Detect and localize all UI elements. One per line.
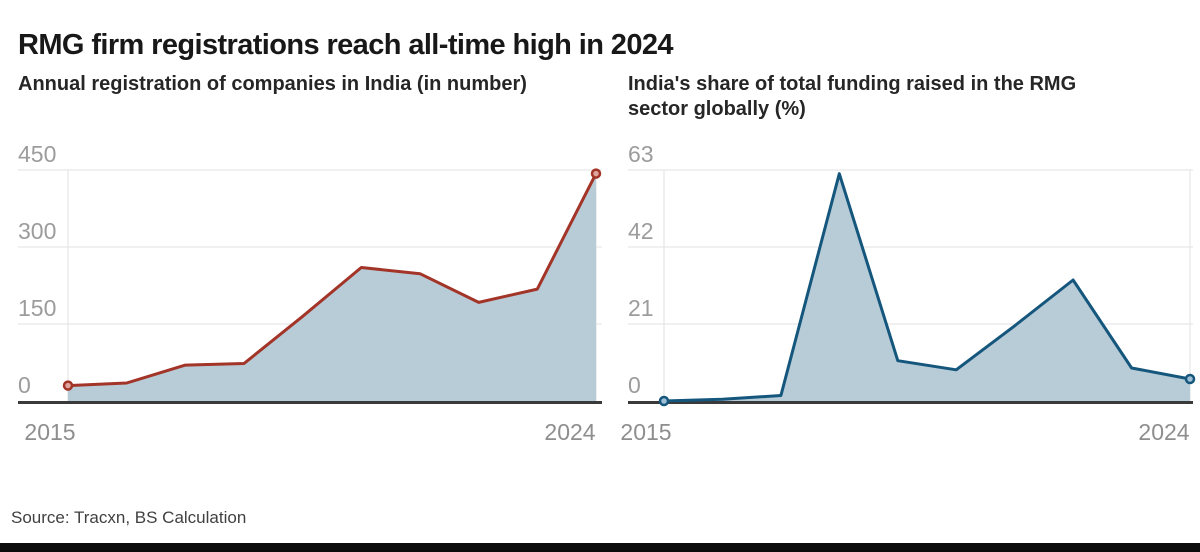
svg-text:2024: 2024 bbox=[544, 419, 595, 445]
svg-text:150: 150 bbox=[18, 295, 56, 321]
svg-text:300: 300 bbox=[18, 218, 56, 244]
svg-text:42: 42 bbox=[628, 218, 654, 244]
chart-subtitle-funding-share: India's share of total funding raised in… bbox=[628, 73, 1077, 120]
chart-subtitle-registrations: Annual registration of companies in Indi… bbox=[18, 73, 527, 95]
svg-text:2015: 2015 bbox=[24, 419, 75, 445]
svg-text:2024: 2024 bbox=[1138, 419, 1189, 445]
area-chart-registrations: 0 150 300 450 2015 2024 bbox=[18, 141, 602, 445]
svg-text:21: 21 bbox=[628, 295, 654, 321]
svg-text:2015: 2015 bbox=[620, 419, 671, 445]
source-note: Source: Tracxn, BS Calculation bbox=[11, 508, 247, 527]
svg-text:0: 0 bbox=[18, 372, 31, 398]
area-chart-funding-share: 0 21 42 63 2015 2024 bbox=[620, 141, 1196, 445]
page-title: RMG firm registrations reach all-time hi… bbox=[18, 29, 674, 62]
footer-bar bbox=[0, 543, 1200, 552]
svg-text:450: 450 bbox=[18, 141, 56, 167]
svg-text:63: 63 bbox=[628, 141, 654, 167]
svg-text:0: 0 bbox=[628, 372, 641, 398]
